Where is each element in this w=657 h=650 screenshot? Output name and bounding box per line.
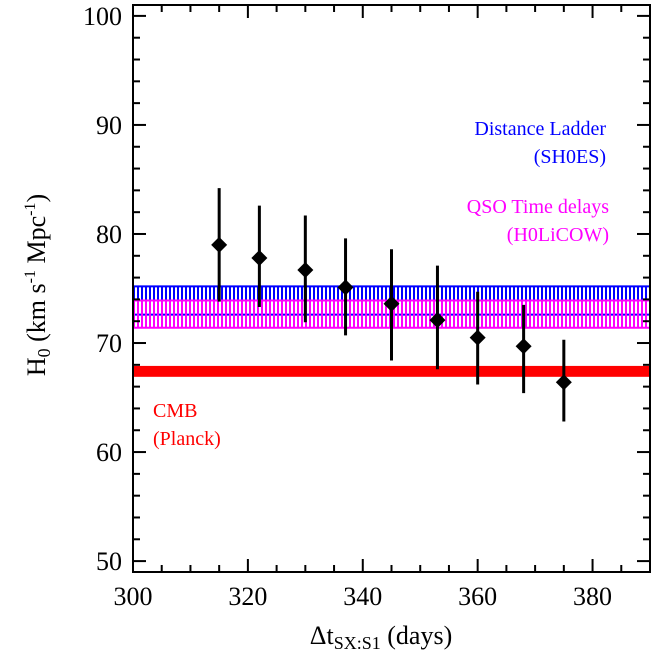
data-point-1 — [251, 249, 268, 266]
data-point-2 — [297, 261, 314, 278]
y-tick-label-1: 60 — [96, 438, 122, 467]
annotation-1: QSO Time delays (H0LiCOW) — [467, 196, 609, 246]
annotation-0-line-0: Distance Ladder — [474, 118, 606, 140]
ticks-group: 300 320 340 360 380 50 60 70 80 90 100 — [83, 2, 650, 611]
x-axis-label: ΔtSX:S1 (days) — [310, 621, 452, 650]
y-tick-label-5: 100 — [83, 2, 122, 31]
annotation-1-line-1: (H0LiCOW) — [507, 224, 609, 246]
annotation-2-line-1: (Planck) — [153, 428, 221, 450]
annotation-0: Distance Ladder (SH0ES) — [474, 118, 606, 168]
y-tick-label-4: 90 — [96, 111, 122, 140]
data-point-7 — [515, 338, 532, 355]
x-tick-label-4: 380 — [573, 582, 612, 611]
x-tick-label-2: 340 — [343, 582, 382, 611]
band-2 — [133, 365, 650, 377]
annotation-1-line-0: QSO Time delays — [467, 196, 609, 218]
x-tick-label-0: 300 — [114, 582, 153, 611]
data-point-5 — [429, 312, 446, 329]
y-axis-label: H0 (km s-1 Mpc-1) — [22, 194, 54, 376]
data-point-3 — [337, 279, 354, 296]
band-1 — [133, 299, 650, 329]
x-tick-label-3: 360 — [458, 582, 497, 611]
y-tick-label-0: 50 — [96, 547, 122, 576]
annotation-0-line-1: (SH0ES) — [534, 146, 606, 168]
annotation-2: CMB (Planck) — [153, 400, 221, 450]
y-tick-label-3: 80 — [96, 220, 122, 249]
data-point-0 — [211, 236, 228, 253]
points-group — [211, 236, 572, 391]
data-point-6 — [469, 329, 486, 346]
annotation-2-line-0: CMB — [153, 400, 197, 422]
y-tick-label-2: 70 — [96, 329, 122, 358]
x-tick-label-1: 320 — [228, 582, 267, 611]
annotations-group: Distance Ladder (SH0ES) QSO Time delays (H0… — [153, 118, 609, 450]
data-point-4 — [383, 295, 400, 312]
data-point-8 — [555, 374, 572, 391]
